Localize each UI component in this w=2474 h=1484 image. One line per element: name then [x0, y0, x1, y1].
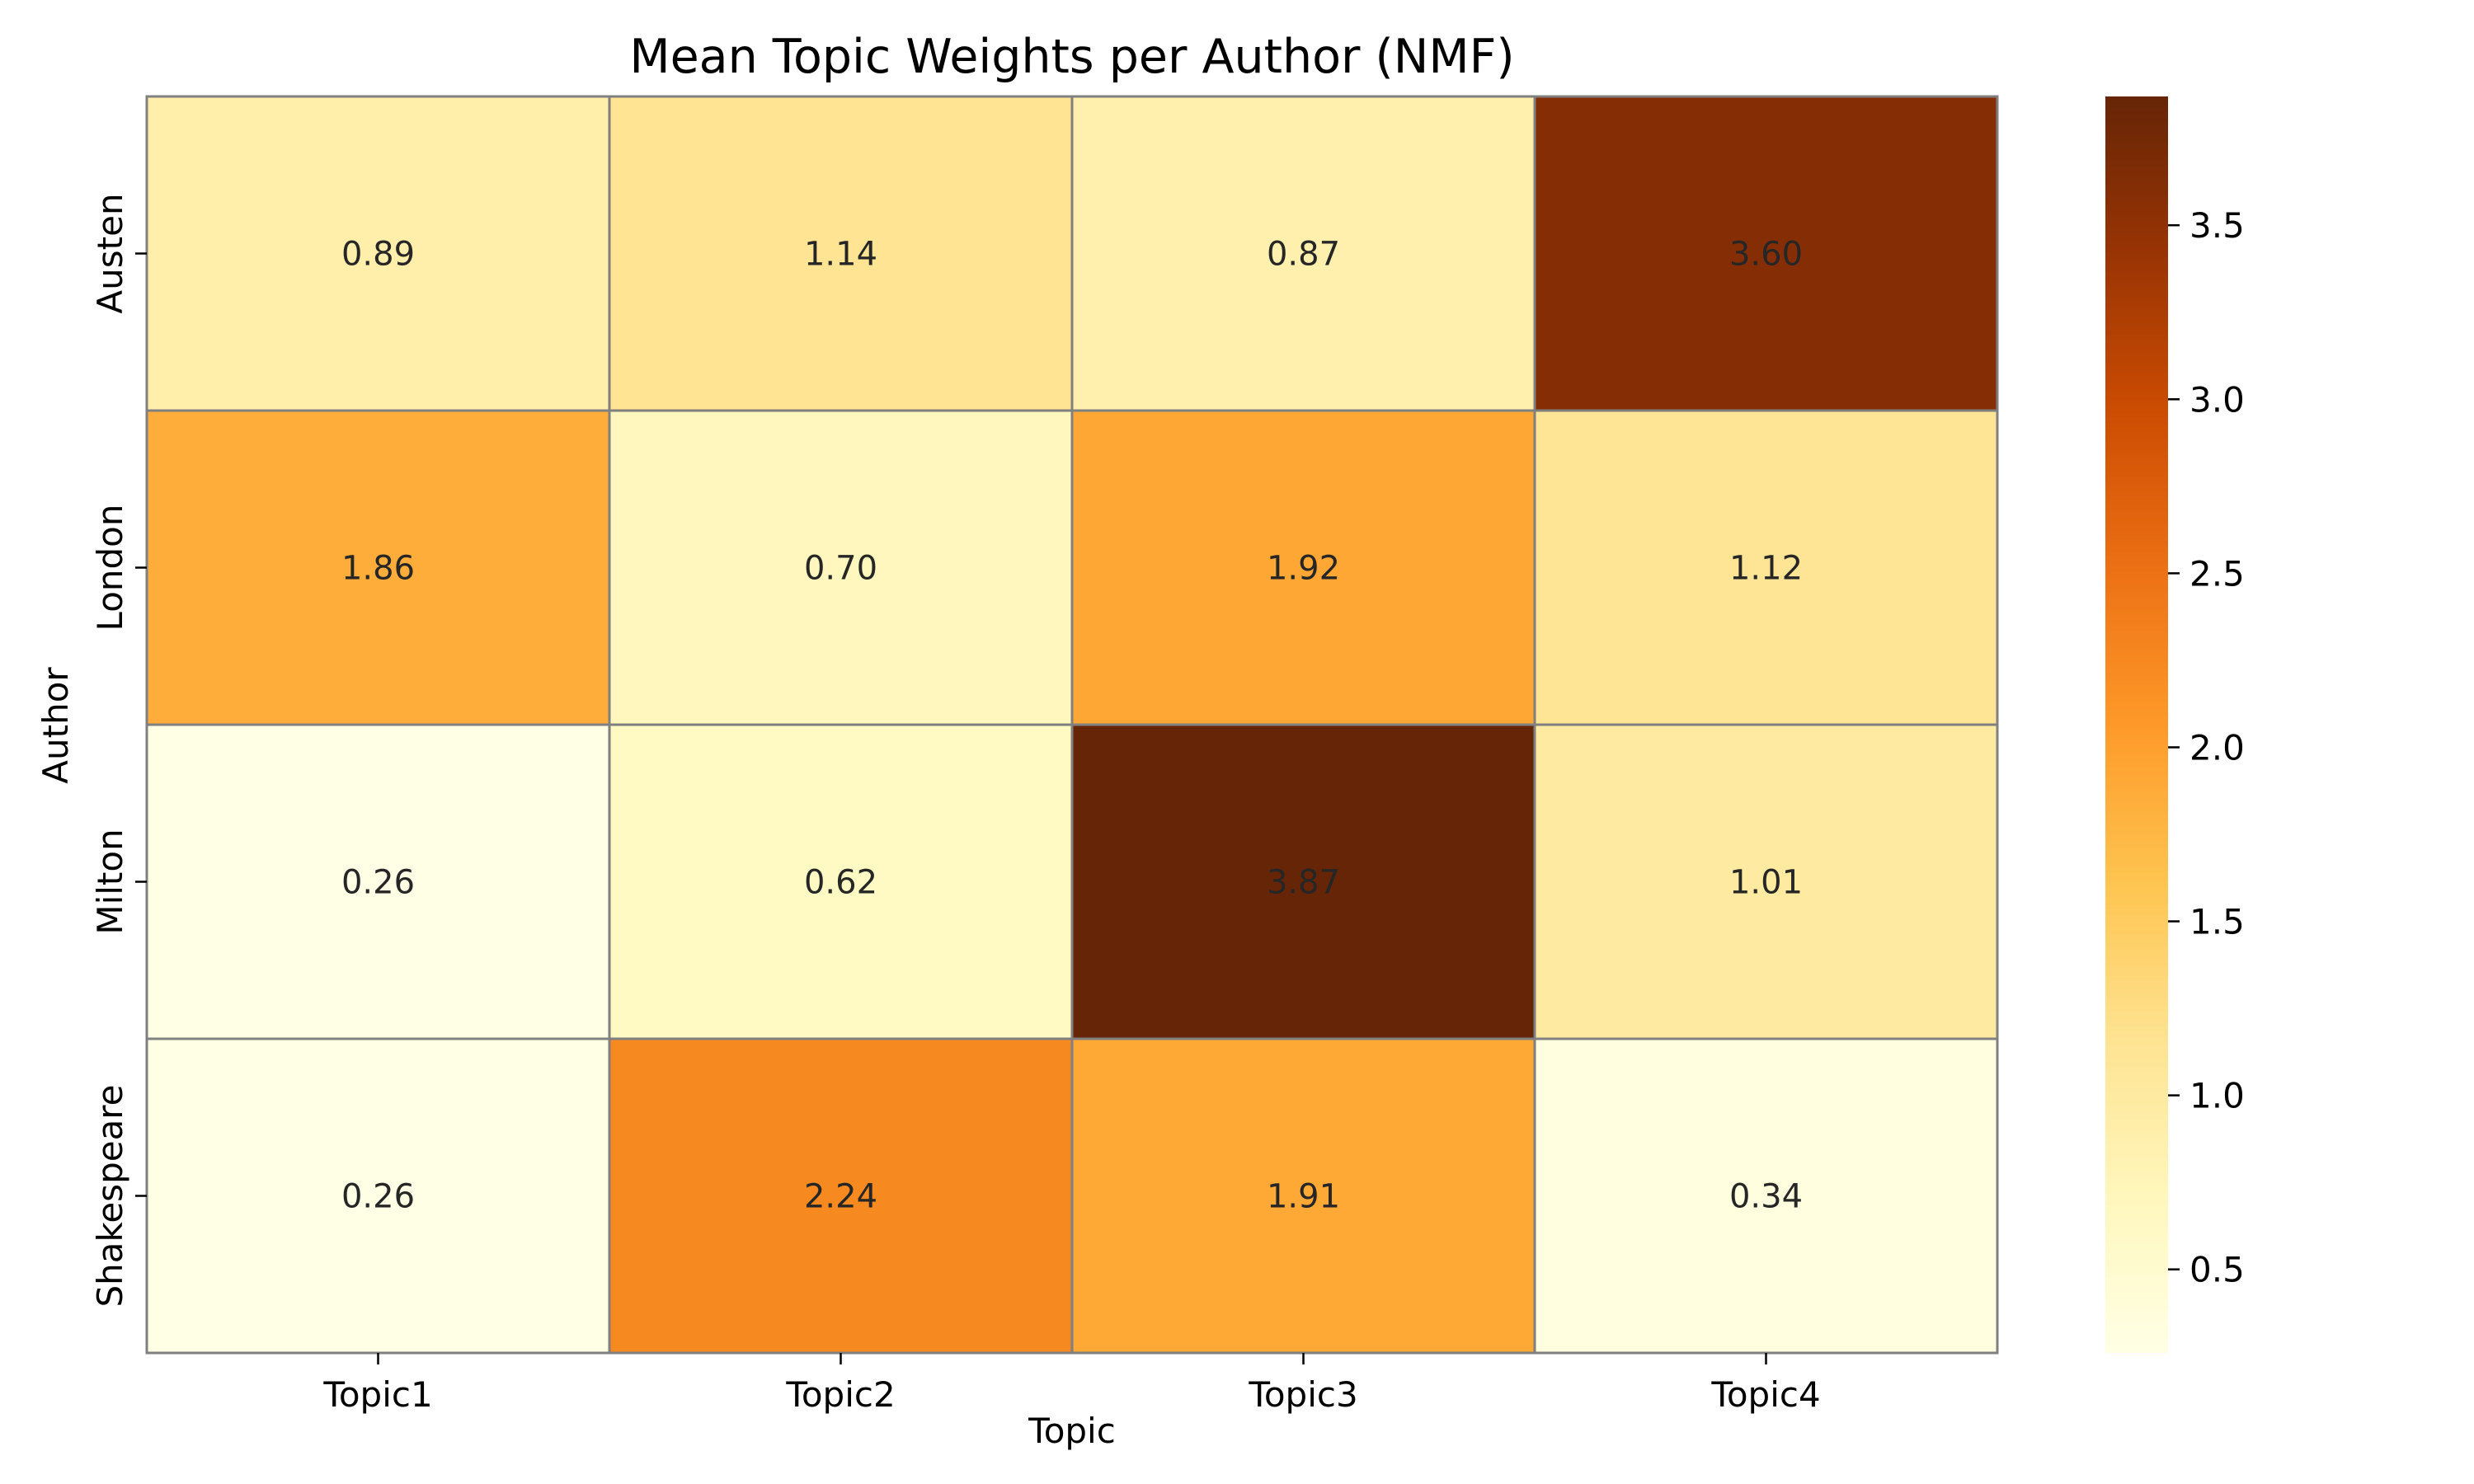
heatmap-cell [145, 1037, 611, 1355]
heatmap-cell [608, 1037, 1074, 1355]
y-axis-label: Author [35, 667, 76, 784]
cell-value-label: 1.92 [1267, 550, 1340, 588]
heatmap-cell [1070, 95, 1536, 412]
colorbar-tick-label: 3.0 [2189, 379, 2245, 420]
y-axis: Austen London Milton Shakespeare [90, 193, 147, 1308]
cell-value-label: 2.24 [804, 1178, 877, 1216]
heatmap-cell [608, 409, 1074, 726]
colorbar-gradient [2105, 96, 2168, 1353]
heatmap-cell [1533, 409, 1999, 726]
heatmap-cell [1070, 1037, 1536, 1355]
x-tick-label: Topic1 [322, 1374, 432, 1415]
cell-value-label: 0.26 [341, 864, 415, 902]
colorbar: 0.5 1.0 1.5 2.0 2.5 3.0 3.5 [2105, 96, 2245, 1353]
heatmap-cell [1533, 723, 1999, 1040]
x-tick-label: Topic4 [1710, 1374, 1820, 1415]
cell-value-label: 1.01 [1729, 864, 1803, 902]
x-axis-label: Topic [1028, 1411, 1116, 1451]
heatmap-cells: 0.89 1.14 0.87 3.60 1.86 0.70 1.92 1.12 0.26 0.62… [145, 95, 1999, 1355]
x-tick-label: Topic3 [1248, 1374, 1357, 1415]
cell-value-label: 0.34 [1729, 1178, 1803, 1216]
heatmap-cell [145, 409, 611, 726]
colorbar-tick-label: 1.0 [2189, 1076, 2245, 1116]
cell-value-label: 3.60 [1729, 236, 1803, 274]
cell-value-label: 0.62 [804, 864, 877, 902]
x-axis: Topic1 Topic2 Topic3 Topic4 [322, 1353, 1821, 1415]
chart-title: Mean Topic Weights per Author (NMF) [629, 30, 1514, 84]
heatmap-cell [608, 723, 1074, 1040]
x-tick-label: Topic2 [785, 1374, 895, 1415]
cell-value-label: 1.86 [341, 550, 415, 588]
y-tick-label: London [90, 505, 130, 632]
y-tick-label: Austen [90, 193, 130, 313]
cell-value-label: 0.89 [341, 236, 415, 274]
cell-value-label: 1.91 [1267, 1178, 1340, 1216]
cell-value-label: 1.14 [804, 236, 877, 274]
heatmap-cell [608, 95, 1074, 412]
heatmap-cell [145, 95, 611, 412]
cell-value-label: 0.87 [1267, 236, 1340, 274]
colorbar-tick-label: 0.5 [2189, 1250, 2245, 1290]
colorbar-tick-label: 2.0 [2189, 727, 2245, 768]
cell-value-label: 1.12 [1729, 550, 1803, 588]
y-tick-label: Milton [90, 829, 130, 934]
heatmap-cell [1533, 1037, 1999, 1355]
heatmap-cell [1070, 409, 1536, 726]
heatmap-cell [1533, 95, 1999, 412]
colorbar-tick-label: 1.5 [2189, 902, 2245, 942]
cell-value-label: 0.26 [341, 1178, 415, 1216]
y-tick-label: Shakespeare [90, 1085, 130, 1308]
cell-value-label: 0.70 [804, 550, 877, 588]
colorbar-tick-label: 2.5 [2189, 553, 2245, 594]
cell-value-label: 3.87 [1267, 864, 1340, 902]
colorbar-tick-label: 3.5 [2189, 205, 2245, 246]
